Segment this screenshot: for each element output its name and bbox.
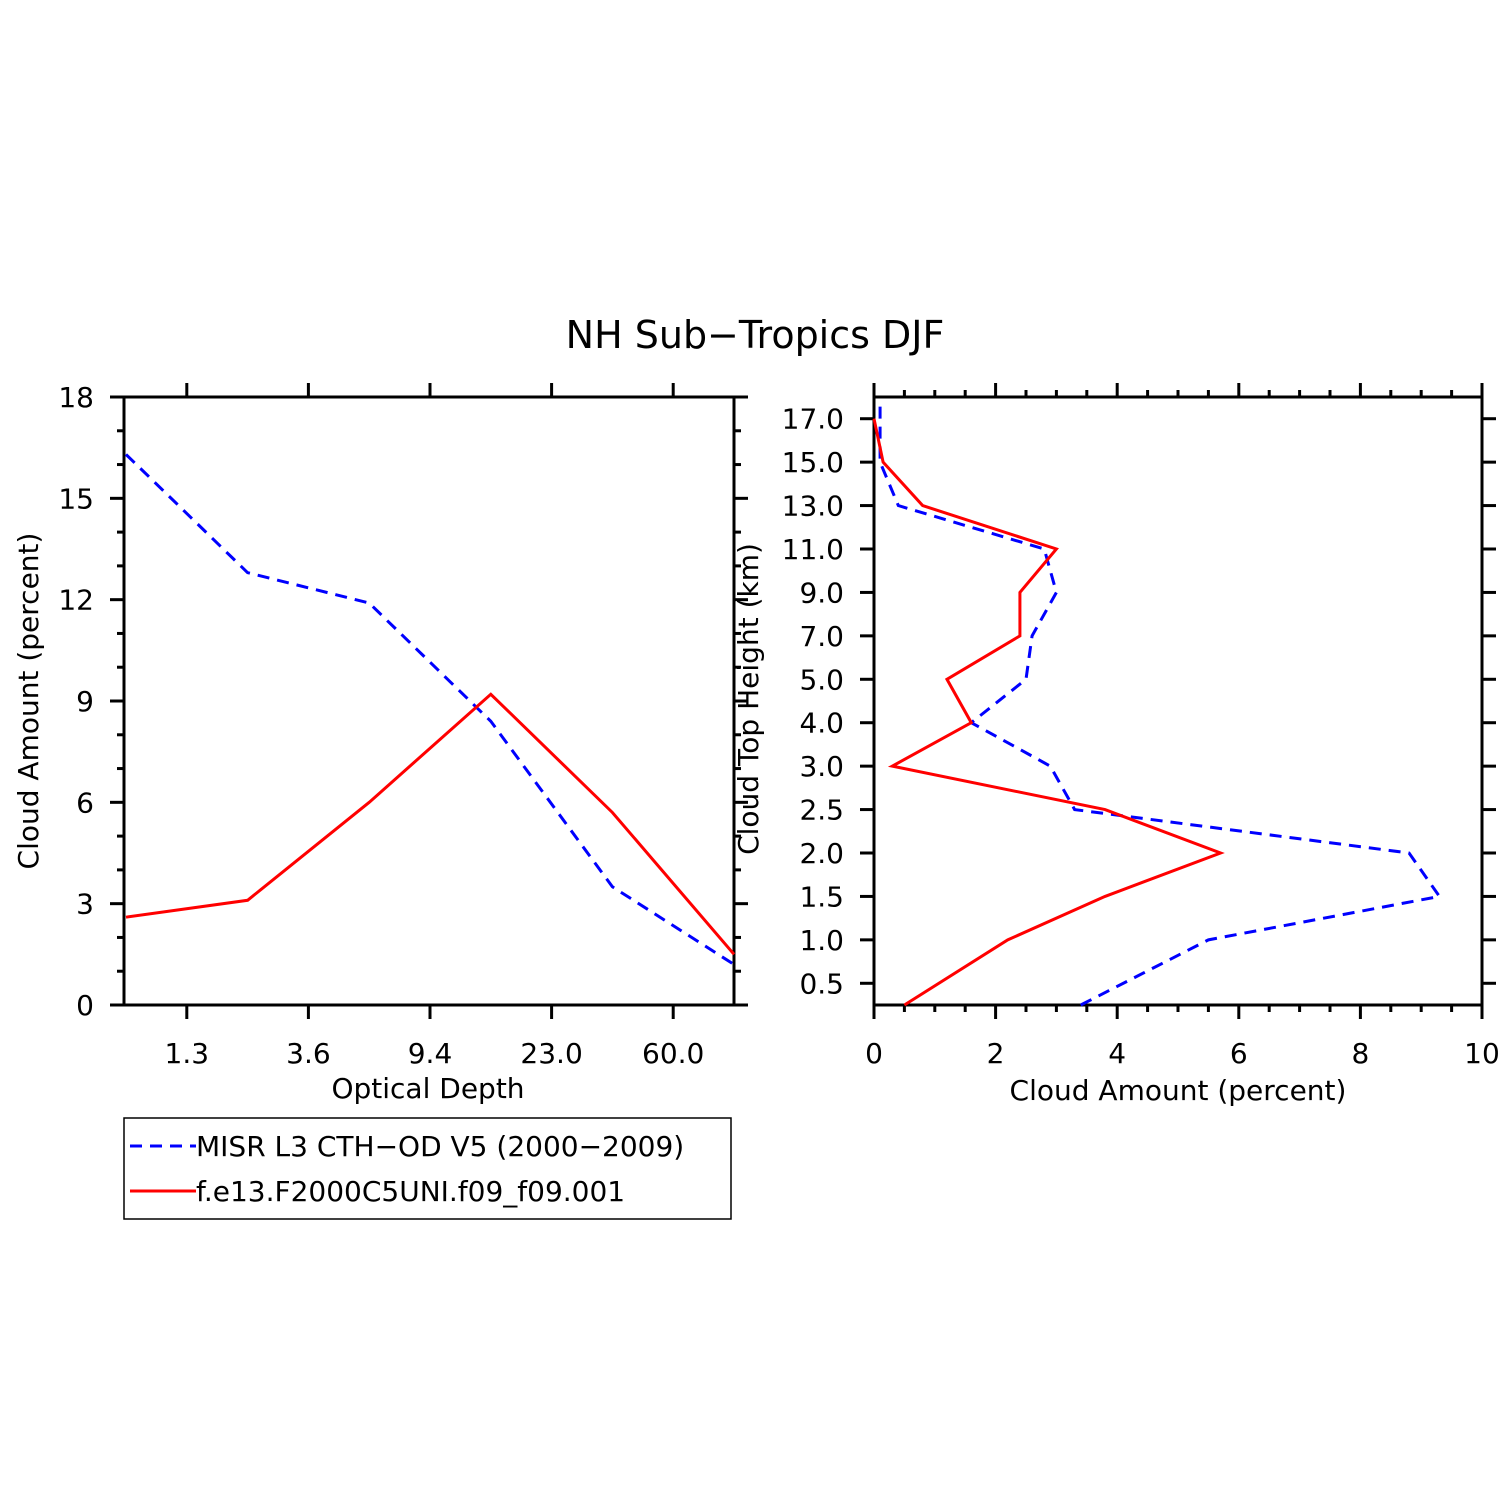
right-y-tick-label: 9.0 — [799, 576, 844, 609]
left-misr-line — [124, 453, 735, 966]
left-y-tick-label: 15 — [58, 482, 94, 515]
right-y-tick-label: 1.5 — [799, 880, 844, 913]
left-y-tick-label: 6 — [76, 786, 94, 819]
left-x-tick-label: 23.0 — [520, 1037, 582, 1070]
left-y-tick-label: 18 — [58, 381, 94, 414]
right-x-tick-label: 2 — [987, 1037, 1005, 1070]
right-y-tick-label: 4.0 — [799, 707, 844, 740]
right-y-tick-label: 3.0 — [799, 750, 844, 783]
right-y-tick-label: 0.5 — [799, 967, 844, 1000]
left-series-lines — [124, 453, 736, 966]
legend-misr-label: MISR L3 CTH−OD V5 (2000−2009) — [196, 1130, 684, 1163]
left-x-axis-label: Optical Depth — [331, 1072, 524, 1105]
right-y-tick-label: 11.0 — [782, 533, 844, 566]
left-tick-marks: 0 3 6 9 12 15 18 1.3 3.6 9.4 23.0 60.0 — [58, 381, 748, 1070]
left-y-tick-label: 3 — [76, 888, 94, 921]
left-x-tick-label: 60.0 — [642, 1037, 704, 1070]
cloud-top-height-panel: 0 2 4 6 8 10 0.5 1.0 1.5 2.0 2.5 3.0 4.0 5.0 7.0 9.0 11.… — [732, 383, 1500, 1107]
right-x-axis-label: Cloud Amount (percent) — [1010, 1074, 1347, 1107]
left-y-tick-label: 0 — [76, 989, 94, 1022]
right-misr-line — [878, 401, 1443, 1007]
right-plot-frame — [872, 395, 1484, 1007]
right-y-tick-label: 15.0 — [782, 446, 844, 479]
left-x-tick-label: 1.3 — [165, 1037, 210, 1070]
right-y-tick-label: 2.5 — [799, 794, 844, 827]
right-x-tick-label: 10 — [1464, 1037, 1500, 1070]
left-y-tick-label: 9 — [76, 685, 94, 718]
right-y-tick-label: 2.0 — [799, 837, 844, 870]
left-x-tick-label: 9.4 — [408, 1037, 453, 1070]
left-plot-frame — [122, 395, 736, 1007]
right-y-axis-label: Cloud Top Height (km) — [732, 543, 765, 855]
left-model-line — [125, 692, 736, 956]
right-y-tick-label: 13.0 — [782, 490, 844, 523]
left-x-tick-label: 3.6 — [286, 1037, 331, 1070]
legend: MISR L3 CTH−OD V5 (2000−2009) f.e13.F200… — [123, 1117, 732, 1220]
right-x-tick-label: 6 — [1230, 1037, 1248, 1070]
right-y-tick-label: 1.0 — [799, 924, 844, 957]
right-series-lines — [872, 401, 1443, 1007]
legend-box — [123, 1117, 732, 1220]
chart-title: NH Sub−Tropics DJF — [566, 313, 945, 357]
right-y-tick-label: 7.0 — [799, 620, 844, 653]
right-y-tick-label: 17.0 — [782, 403, 844, 436]
right-y-tick-label: 5.0 — [799, 663, 844, 696]
optical-depth-panel: 0 3 6 9 12 15 18 1.3 3.6 9.4 23.0 60.0 Optical Dept… — [12, 381, 748, 1105]
right-tick-marks: 0 2 4 6 8 10 0.5 1.0 1.5 2.0 2.5 3.0 4.0 5.0 7.0 9.0 11.… — [782, 383, 1500, 1070]
right-x-tick-label: 0 — [865, 1037, 883, 1070]
left-y-tick-label: 12 — [58, 584, 94, 617]
right-x-tick-label: 4 — [1108, 1037, 1126, 1070]
right-x-tick-label: 8 — [1351, 1037, 1369, 1070]
legend-model-label: f.e13.F2000C5UNI.f09_f09.001 — [196, 1175, 625, 1208]
right-model-line — [872, 418, 1225, 1007]
left-y-axis-label: Cloud Amount (percent) — [12, 533, 45, 870]
